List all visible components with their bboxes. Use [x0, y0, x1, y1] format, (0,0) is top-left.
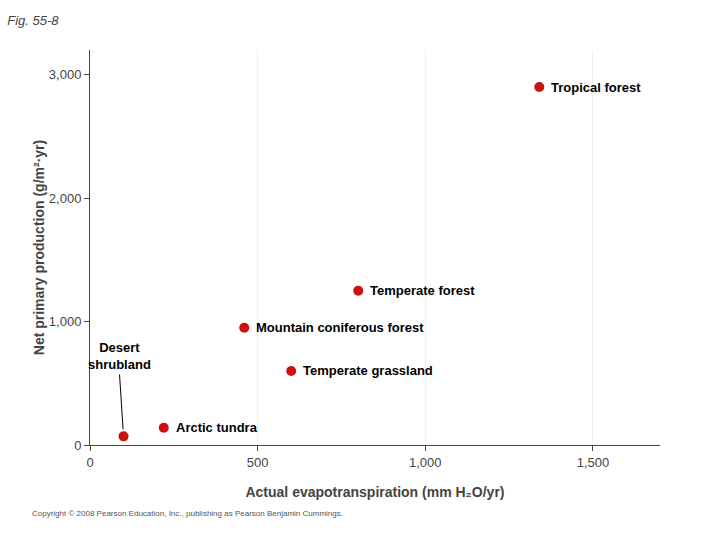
svg-text:1,500: 1,500	[577, 455, 610, 470]
svg-text:Temperate forest: Temperate forest	[370, 283, 475, 298]
svg-text:Mountain coniferous forest: Mountain coniferous forest	[256, 320, 424, 335]
svg-text:Temperate grassland: Temperate grassland	[303, 363, 433, 378]
svg-text:1,000: 1,000	[409, 455, 442, 470]
svg-text:Tropical forest: Tropical forest	[551, 80, 641, 95]
svg-text:Fig. 55-8: Fig. 55-8	[7, 13, 59, 28]
svg-text:Desertshrubland: Desertshrubland	[88, 340, 151, 372]
svg-text:Net primary production (g/m²·y: Net primary production (g/m²·yr)	[31, 140, 47, 355]
svg-text:Copyright © 2008 Pearson Educa: Copyright © 2008 Pearson Education, Inc.…	[32, 509, 343, 518]
svg-text:1,000: 1,000	[49, 314, 82, 329]
svg-text:0: 0	[86, 455, 93, 470]
svg-text:0: 0	[74, 438, 81, 453]
svg-text:500: 500	[247, 455, 269, 470]
svg-text:2,000: 2,000	[49, 191, 82, 206]
svg-text:Actual evapotranspiration (mm: Actual evapotranspiration (mm H₂O/yr)	[245, 484, 504, 500]
svg-text:Arctic tundra: Arctic tundra	[176, 420, 258, 435]
svg-text:3,000: 3,000	[49, 67, 82, 82]
